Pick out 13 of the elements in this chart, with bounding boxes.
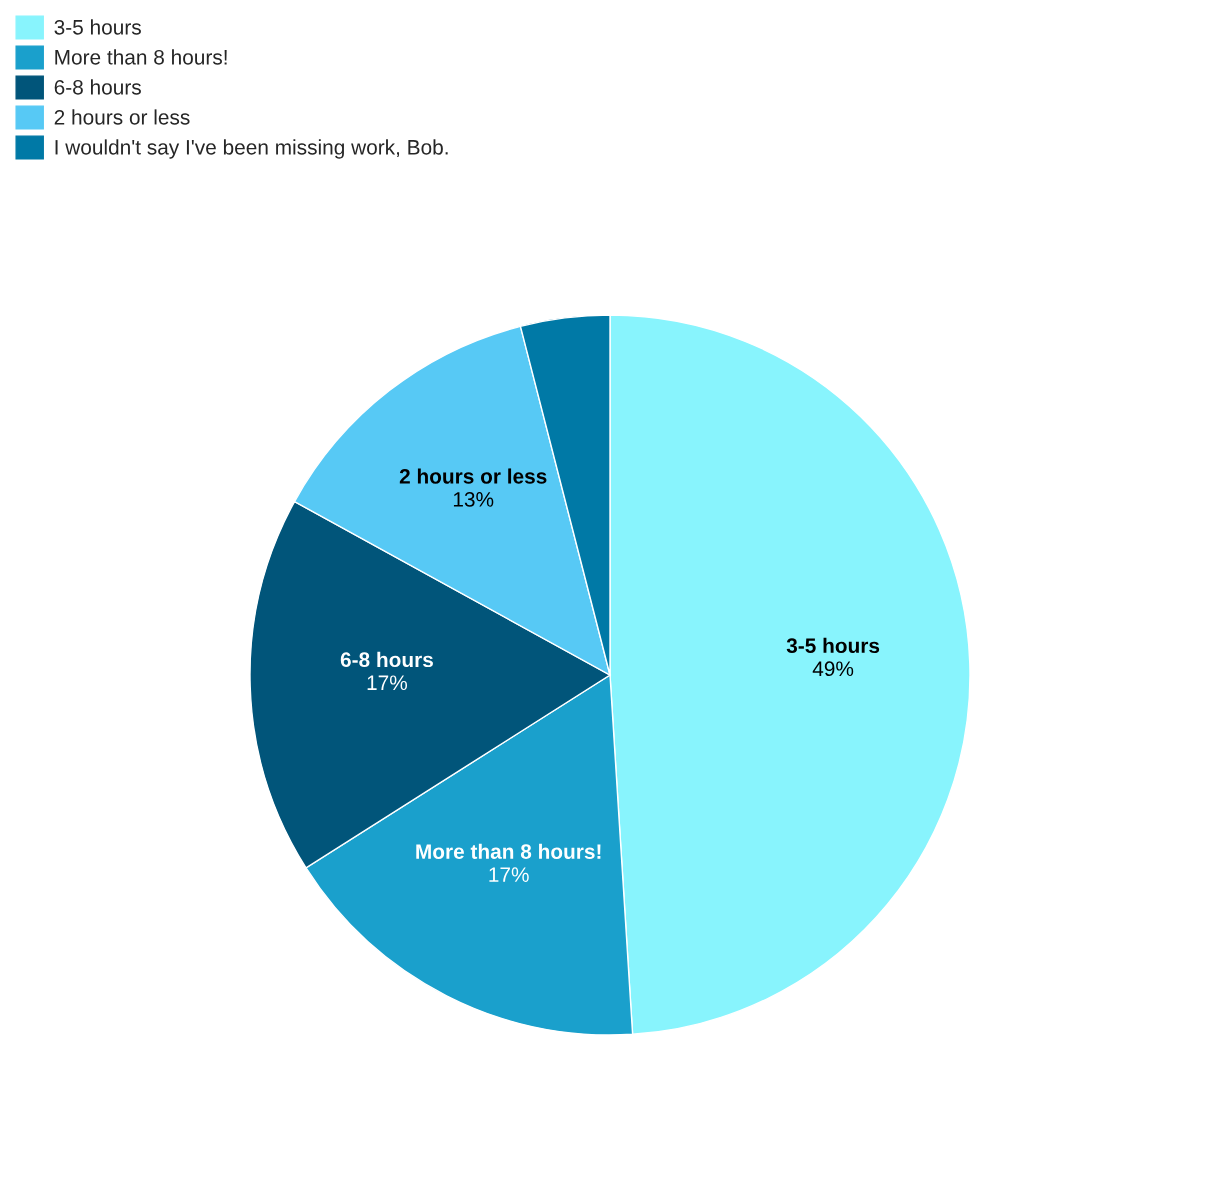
slice-label: 6-8 hours xyxy=(340,651,433,668)
data-label: 13% xyxy=(453,491,494,507)
slice-label: More than 8 hours! xyxy=(416,843,601,859)
legend-label: 6-8 hours xyxy=(54,79,141,95)
legend-label: 3-5 hours xyxy=(54,19,141,35)
legend-label: More than 8 hours! xyxy=(55,49,227,65)
slice-label: 2 hours or less xyxy=(399,468,547,484)
slice-label: 3-5 hours xyxy=(786,637,880,654)
data-label: 17% xyxy=(367,675,408,691)
data-label: 49% xyxy=(812,661,854,677)
data-label: 17% xyxy=(489,867,529,882)
legend-label: 2 hours or less xyxy=(54,109,190,125)
legend-label: I wouldn't say I've been missing work, Bob. xyxy=(55,139,448,159)
